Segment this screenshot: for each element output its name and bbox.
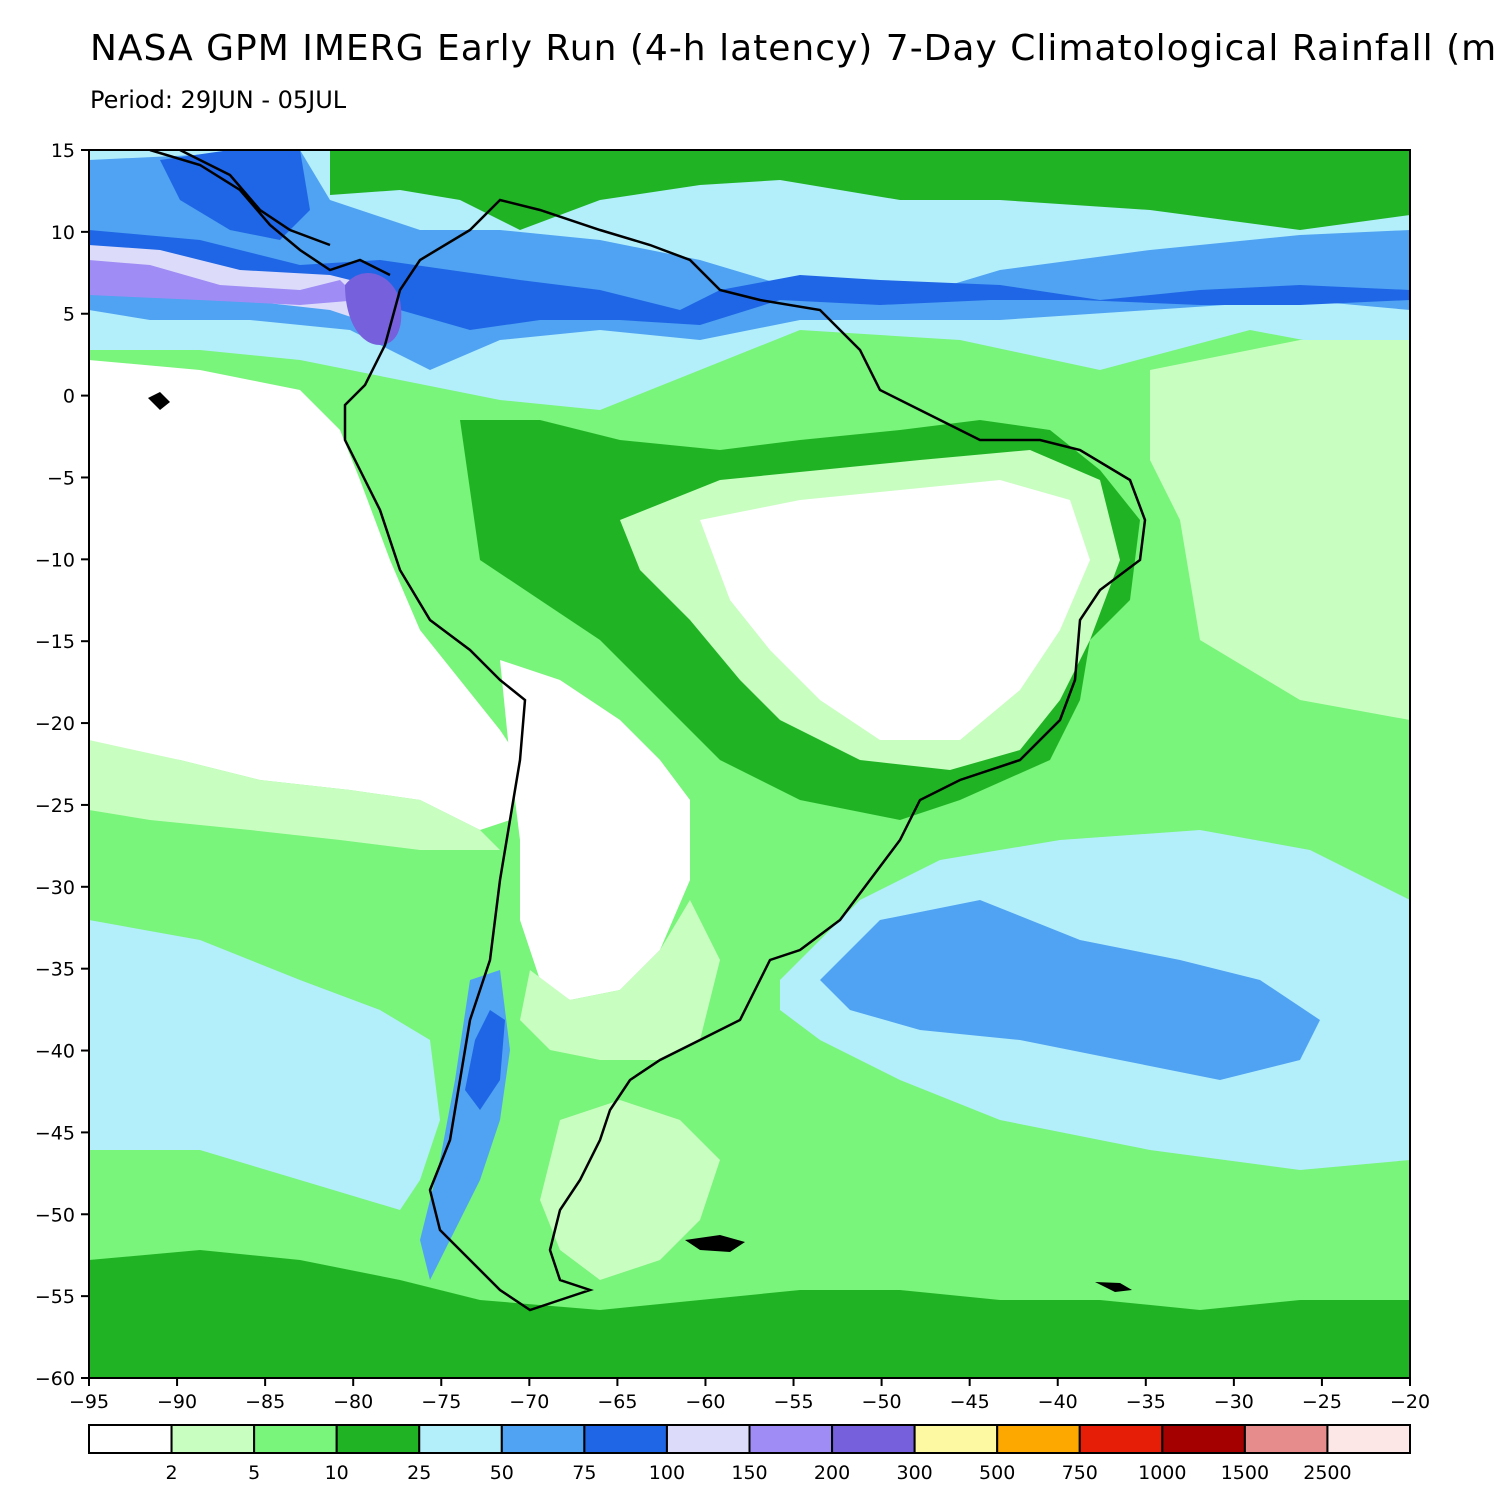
lat-tick-label: −5 — [47, 467, 75, 489]
colorbar-swatch — [831, 1424, 916, 1454]
colorbar-swatch — [1078, 1424, 1164, 1454]
period-subtitle: Period: 29JUN - 05JUL — [90, 86, 347, 114]
lat-tick-label: −40 — [35, 1041, 75, 1063]
rain-region-patagonia-pale — [540, 1100, 720, 1280]
colorbar-label: 1500 — [1221, 1462, 1269, 1484]
lat-tick-label: 10 — [51, 222, 75, 244]
lon-tick-label: −50 — [862, 1391, 902, 1413]
rain-region-argentina-pale — [520, 900, 720, 1060]
colorbar-label: 200 — [814, 1462, 850, 1484]
colorbar-swatch — [88, 1424, 173, 1454]
lat-tick-label: 0 — [63, 386, 75, 408]
colorbar-swatch — [996, 1424, 1081, 1454]
colorbar-swatch — [500, 1424, 586, 1454]
lon-tick-label: −70 — [509, 1391, 549, 1413]
lat-tick-label: −50 — [35, 1204, 75, 1226]
colorbar-label: 50 — [490, 1462, 514, 1484]
lat-tick-label: −35 — [35, 959, 75, 981]
map-title: NASA GPM IMERG Early Run (4-h latency) 7… — [90, 28, 1500, 69]
lat-tick-label: −15 — [35, 631, 75, 653]
lon-tick-label: −35 — [1126, 1391, 1166, 1413]
lon-tick-label: −40 — [1038, 1391, 1078, 1413]
colorbar-swatch — [913, 1424, 999, 1454]
lon-tick-label: −25 — [1302, 1391, 1342, 1413]
colorbar-swatch — [1161, 1424, 1246, 1454]
lon-tick-label: −85 — [245, 1391, 285, 1413]
rain-region-chile-coast-dark — [465, 1010, 505, 1110]
lat-tick-label: −60 — [35, 1368, 75, 1390]
colorbar-label: 2 — [166, 1462, 178, 1484]
south-georgia-island — [1095, 1282, 1132, 1292]
lon-tick-label: −80 — [333, 1391, 373, 1413]
rainfall-map: 15 10 5 0 −5 −10 −15 −20 −25 −30 −35 −40 −45 −50 −55 −6… — [35, 140, 1430, 1413]
colorbar-label: 25 — [407, 1462, 431, 1484]
colorbar-swatch — [335, 1424, 421, 1454]
colorbar-swatch — [1243, 1424, 1329, 1454]
longitude-axis: −95 −90 −85 −80 −75 −70 −65 −60 −55 −50 −45 −40 −35 −… — [69, 1378, 1430, 1413]
rain-region-brazil-dry — [700, 480, 1090, 740]
colorbar-label: 500 — [979, 1462, 1015, 1484]
lat-tick-label: 5 — [63, 304, 75, 326]
colorbar-swatch — [583, 1424, 668, 1454]
colorbar-label: 75 — [572, 1462, 596, 1484]
colorbar-label: 10 — [325, 1462, 349, 1484]
colorbar-label: 2500 — [1303, 1462, 1351, 1484]
lat-tick-label: −45 — [35, 1122, 75, 1144]
rain-region-pacific-dry — [89, 360, 520, 830]
lat-tick-label: −25 — [35, 795, 75, 817]
lon-tick-label: −65 — [597, 1391, 637, 1413]
south-america-coastline — [343, 198, 1147, 1312]
lon-tick-label: −90 — [157, 1391, 197, 1413]
rain-region-atlantic-pale — [1150, 340, 1410, 720]
colorbar-label: 300 — [896, 1462, 932, 1484]
lon-tick-label: −30 — [1214, 1391, 1254, 1413]
rain-region-south-atlantic-blue — [820, 900, 1320, 1080]
rain-region-southern-ocean — [89, 1250, 1410, 1378]
lon-tick-label: −60 — [685, 1391, 725, 1413]
falkland-islands — [685, 1235, 745, 1252]
plot-frame — [88, 149, 1411, 1379]
colorbar-swatch — [170, 1424, 256, 1454]
colorbar-label: 150 — [731, 1462, 767, 1484]
colorbar-swatch — [253, 1424, 338, 1454]
rain-region-itcz-dark — [89, 230, 1410, 330]
lat-tick-label: −30 — [35, 877, 75, 899]
colorbar-label: 750 — [1062, 1462, 1098, 1484]
rain-region-pacific-pale — [89, 740, 500, 850]
central-america-coastline — [149, 150, 391, 277]
colorbar-label: 1000 — [1138, 1462, 1186, 1484]
galapagos-islands — [148, 392, 170, 410]
lat-tick-label: −55 — [35, 1286, 75, 1308]
colorbar-swatch — [748, 1424, 834, 1454]
colorbar-label: 100 — [649, 1462, 685, 1484]
lon-tick-label: −75 — [421, 1391, 461, 1413]
colorbar-swatch — [1326, 1424, 1411, 1454]
lon-tick-label: −20 — [1390, 1391, 1430, 1413]
rain-region-itcz-green — [330, 150, 1410, 230]
rain-region-purple — [89, 260, 360, 305]
lon-tick-label: −45 — [950, 1391, 990, 1413]
lon-tick-label: −55 — [773, 1391, 813, 1413]
lat-tick-label: 15 — [51, 140, 75, 162]
colorbar-swatch — [418, 1424, 503, 1454]
lat-tick-label: −20 — [35, 713, 75, 735]
lon-tick-label: −95 — [69, 1391, 109, 1413]
colorbar-swatch — [665, 1424, 751, 1454]
rain-region-andes-dry — [500, 660, 690, 1000]
lat-tick-label: −10 — [35, 549, 75, 571]
colorbar-label: 5 — [248, 1462, 260, 1484]
rain-region-deep-purple — [345, 273, 402, 345]
latitude-axis: 15 10 5 0 −5 −10 −15 −20 −25 −30 −35 −40 −45 −50 −55 −6… — [35, 140, 89, 1390]
rain-region-south-pacific-light — [89, 920, 440, 1210]
